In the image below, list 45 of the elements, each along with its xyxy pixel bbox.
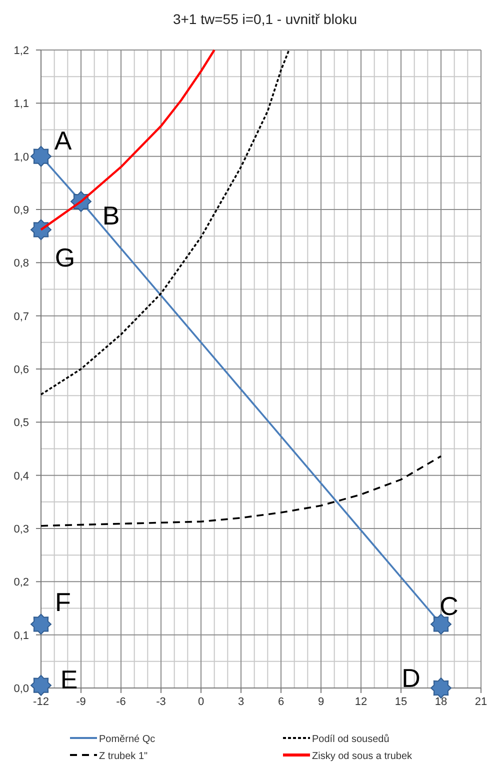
y-tick-label: 0,2: [14, 576, 29, 589]
x-tick-label: 15: [394, 696, 408, 708]
annotation: B: [102, 200, 120, 231]
y-tick-label: 1,1: [14, 98, 29, 110]
point: [30, 674, 52, 696]
annotation: F: [55, 587, 71, 618]
x-tick-label: 21: [474, 696, 488, 708]
x-tick-label: -6: [116, 696, 126, 708]
x-tick-label: 3: [238, 696, 244, 708]
chart-title: 3+1 tw=55 i=0,1 - uvnitř bloku: [172, 11, 358, 27]
line-series: [40, 455, 442, 527]
point: [30, 146, 52, 167]
legend-label: Z trubek 1": [99, 751, 148, 762]
x-tick-label: 6: [278, 696, 284, 708]
y-tick-label: 0,9: [14, 204, 29, 216]
annotation: E: [60, 664, 78, 694]
legend-label: Podíl od sousedů: [312, 733, 390, 745]
x-tick-label: 0: [198, 696, 204, 708]
x-tick-label: 12: [354, 696, 368, 708]
y-tick-label: 1,0: [14, 151, 29, 164]
point: [430, 678, 452, 698]
y-tick-label: 0,3: [14, 524, 29, 536]
line-series: [40, 49, 290, 396]
y-tick-label: 0,1: [14, 630, 29, 642]
x-tick-label: -3: [156, 696, 166, 708]
y-tick-label: 0,8: [14, 258, 29, 270]
y-tick-label: 1,2: [14, 45, 29, 57]
x-tick-label: 18: [434, 696, 448, 708]
y-tick-label: 0,4: [14, 470, 29, 482]
annotation: A: [54, 125, 72, 156]
y-tick-label: 0,0: [14, 683, 29, 695]
legend-label: Zisky od sous a trubek: [312, 751, 414, 762]
x-tick-label: -9: [76, 696, 86, 708]
point: [30, 614, 52, 635]
annotation: D: [402, 663, 420, 693]
x-tick-label: 9: [318, 696, 324, 708]
annotation: G: [54, 242, 76, 273]
annotation: C: [440, 591, 458, 622]
point: [30, 219, 52, 240]
legend-label: Poměrné Qc: [99, 734, 156, 745]
point: [430, 614, 452, 635]
x-tick-label: -12: [33, 696, 49, 708]
y-tick-label: 0,7: [14, 310, 29, 323]
y-tick-label: 0,6: [14, 364, 29, 376]
y-tick-label: 0,5: [14, 417, 29, 430]
